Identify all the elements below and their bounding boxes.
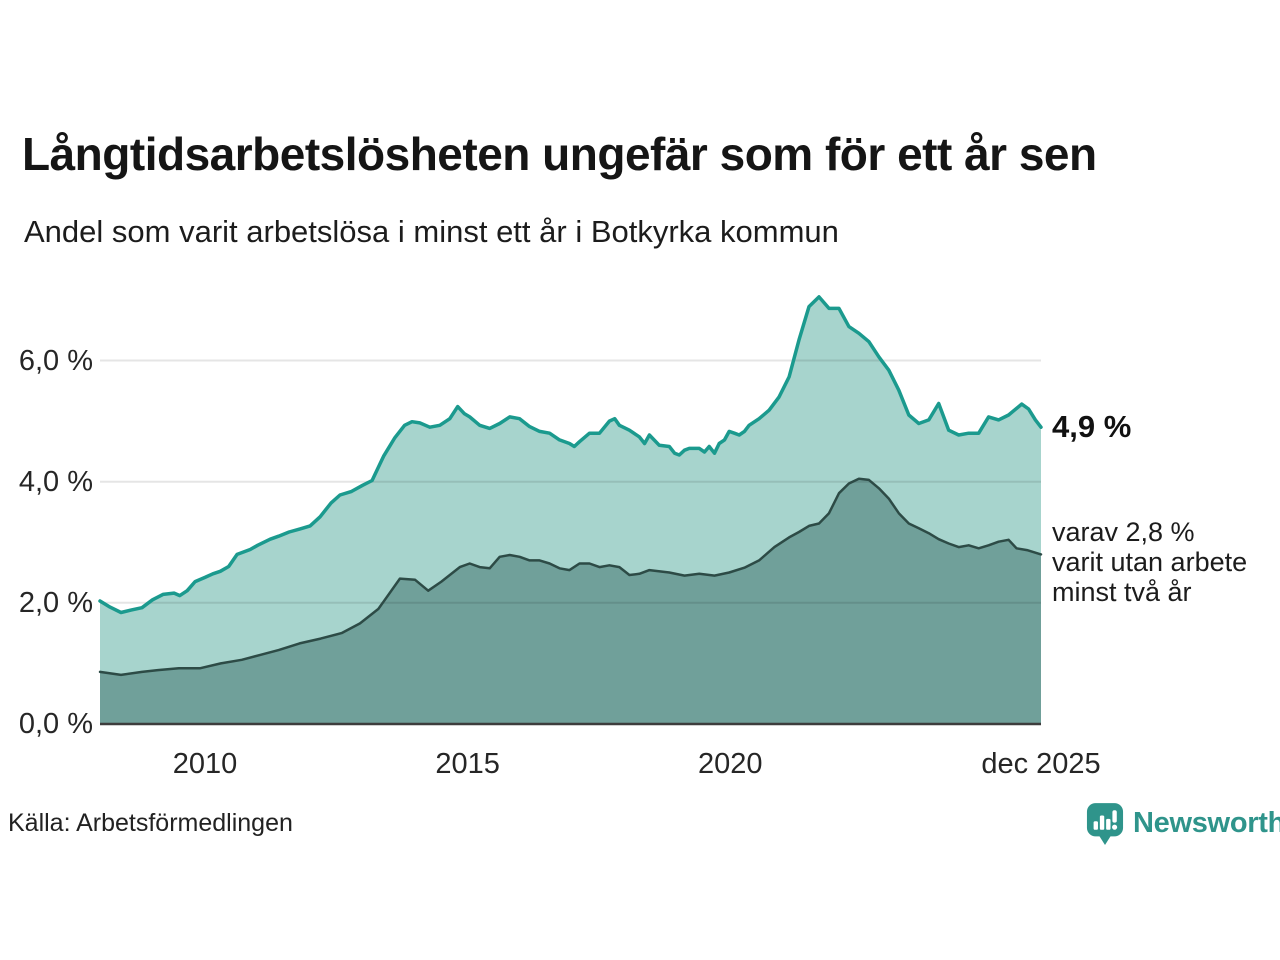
x-tick-label-2020: 2020 bbox=[697, 748, 763, 780]
brand-name: Newsworthy bbox=[1133, 807, 1280, 839]
newsworthy-logo-icon bbox=[1086, 803, 1124, 845]
logo-bar-1 bbox=[1093, 821, 1098, 830]
subset-label-line-2: varit utan arbete bbox=[1052, 547, 1248, 577]
logo-exclamation-dot bbox=[1112, 824, 1118, 830]
y-tick-label-6: 6,0 % bbox=[18, 344, 93, 377]
logo-exclamation-bar bbox=[1112, 810, 1117, 823]
x-tick-label-2010: 2010 bbox=[172, 748, 238, 780]
source-attribution: Källa: Arbetsförmedlingen bbox=[8, 809, 293, 837]
y-tick-label-2: 2,0 % bbox=[18, 586, 93, 619]
subset-label-line-1: varav 2,8 % bbox=[1052, 517, 1195, 547]
x-tick-label-2015: 2015 bbox=[435, 748, 500, 780]
series-line-minst-ett-ar bbox=[98, 295, 1043, 615]
page-title: Långtidsarbetslösheten ungefär som för e… bbox=[22, 128, 1097, 180]
y-tick-label-0: 0,0 % bbox=[18, 708, 93, 740]
series-end-label-total: 4,9 % bbox=[1052, 409, 1132, 444]
brand-lockup: Newsworthy bbox=[1086, 802, 1280, 848]
y-tick-label-4: 4,0 % bbox=[18, 465, 93, 498]
page-subtitle: Andel som varit arbetslösa i minst ett å… bbox=[24, 214, 839, 249]
logo-bar-2 bbox=[1099, 815, 1105, 830]
series-line-minst-tva-ar bbox=[98, 477, 1043, 677]
area-fill-minst-tva-ar bbox=[100, 478, 1041, 724]
logo-bar-3 bbox=[1106, 818, 1111, 830]
series-end-label-subset: varav 2,8 % varit utan arbete minst två … bbox=[1052, 517, 1247, 607]
subset-label-line-3: minst två år bbox=[1052, 577, 1192, 607]
x-tick-label-dec-2025: dec 2025 bbox=[981, 748, 1101, 780]
